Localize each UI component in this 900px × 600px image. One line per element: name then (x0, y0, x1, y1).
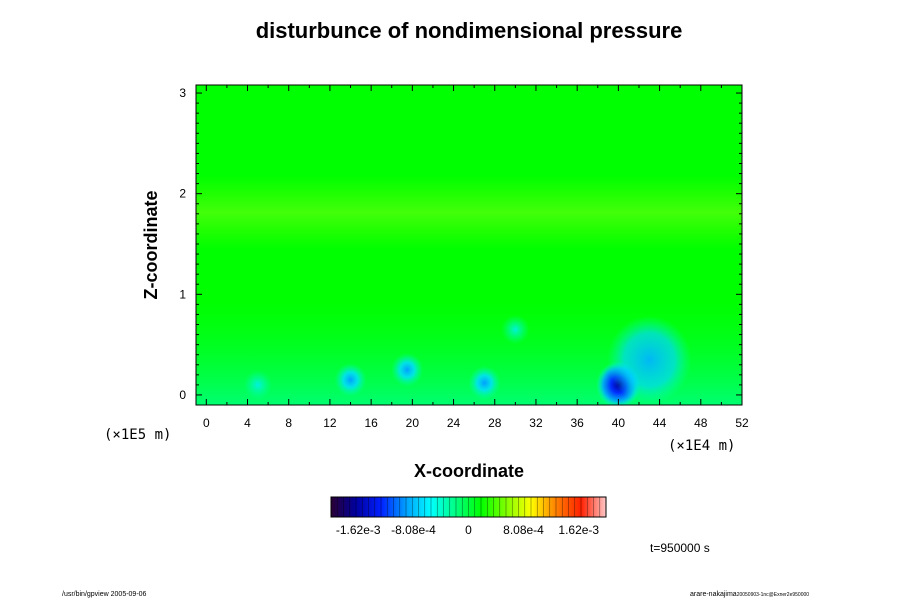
y-tick-label: 1 (179, 287, 186, 301)
x-tick-label: 8 (285, 416, 292, 430)
pressure-anomaly-3 (334, 363, 367, 397)
x-tick-label: 52 (735, 416, 749, 430)
footer-right-small: 20050903-1nc@Exner2e950000 (737, 592, 810, 598)
time-label: t=950000 s (650, 541, 710, 555)
x-tick-label: 32 (529, 416, 543, 430)
footer-left: /usr/bin/gpview 2005-09-06 (62, 591, 147, 598)
colorbar-tick-label: 8.08e-4 (503, 523, 544, 537)
chart-title: disturbunce of nondimensional pressure (256, 18, 683, 43)
pressure-anomaly-5 (468, 366, 501, 400)
y-tick-label: 3 (179, 86, 186, 100)
footer-right-main: arare-nakajima (690, 591, 737, 598)
colorbar-tick-label: 0 (465, 523, 472, 537)
x-tick-label: 20 (406, 416, 420, 430)
x-tick-label: 44 (653, 416, 667, 430)
colorbar-tick-label: -1.62e-3 (336, 523, 381, 537)
x-tick-label: 16 (364, 416, 378, 430)
x-tick-label: 24 (447, 416, 461, 430)
pressure-anomaly-7 (243, 370, 272, 400)
x-tick-label: 0 (203, 416, 210, 430)
pressure-anomaly-6 (501, 314, 530, 345)
x-tick-label: 48 (694, 416, 708, 430)
colorbar-tick-label: 1.62e-3 (558, 523, 599, 537)
colorbar (330, 496, 607, 518)
x-tick-label: 28 (488, 416, 502, 430)
y-tick-label: 2 (179, 187, 186, 201)
x-tick-label: 40 (612, 416, 626, 430)
heatmap-field (196, 85, 742, 405)
footer-right: arare-nakajima20050903-1nc@Exner2e950000 (690, 591, 809, 598)
y-tick-label: 0 (179, 388, 186, 402)
y-scale-label: (×1E5 m) (104, 427, 171, 443)
plot-frame (195, 84, 743, 406)
high-pressure-band (196, 175, 742, 250)
pressure-anomaly-2 (607, 315, 692, 404)
pressure-anomaly-4 (391, 352, 424, 387)
x-scale-label: (×1E4 m) (668, 438, 735, 454)
y-axis-label: Z-coordinate (141, 190, 161, 299)
colorbar-tick-label: -8.08e-4 (391, 523, 436, 537)
x-tick-label: 4 (244, 416, 251, 430)
x-tick-label: 12 (323, 416, 337, 430)
x-axis-label: X-coordinate (414, 461, 524, 481)
colorbar-frame (330, 496, 607, 518)
x-tick-label: 36 (570, 416, 584, 430)
